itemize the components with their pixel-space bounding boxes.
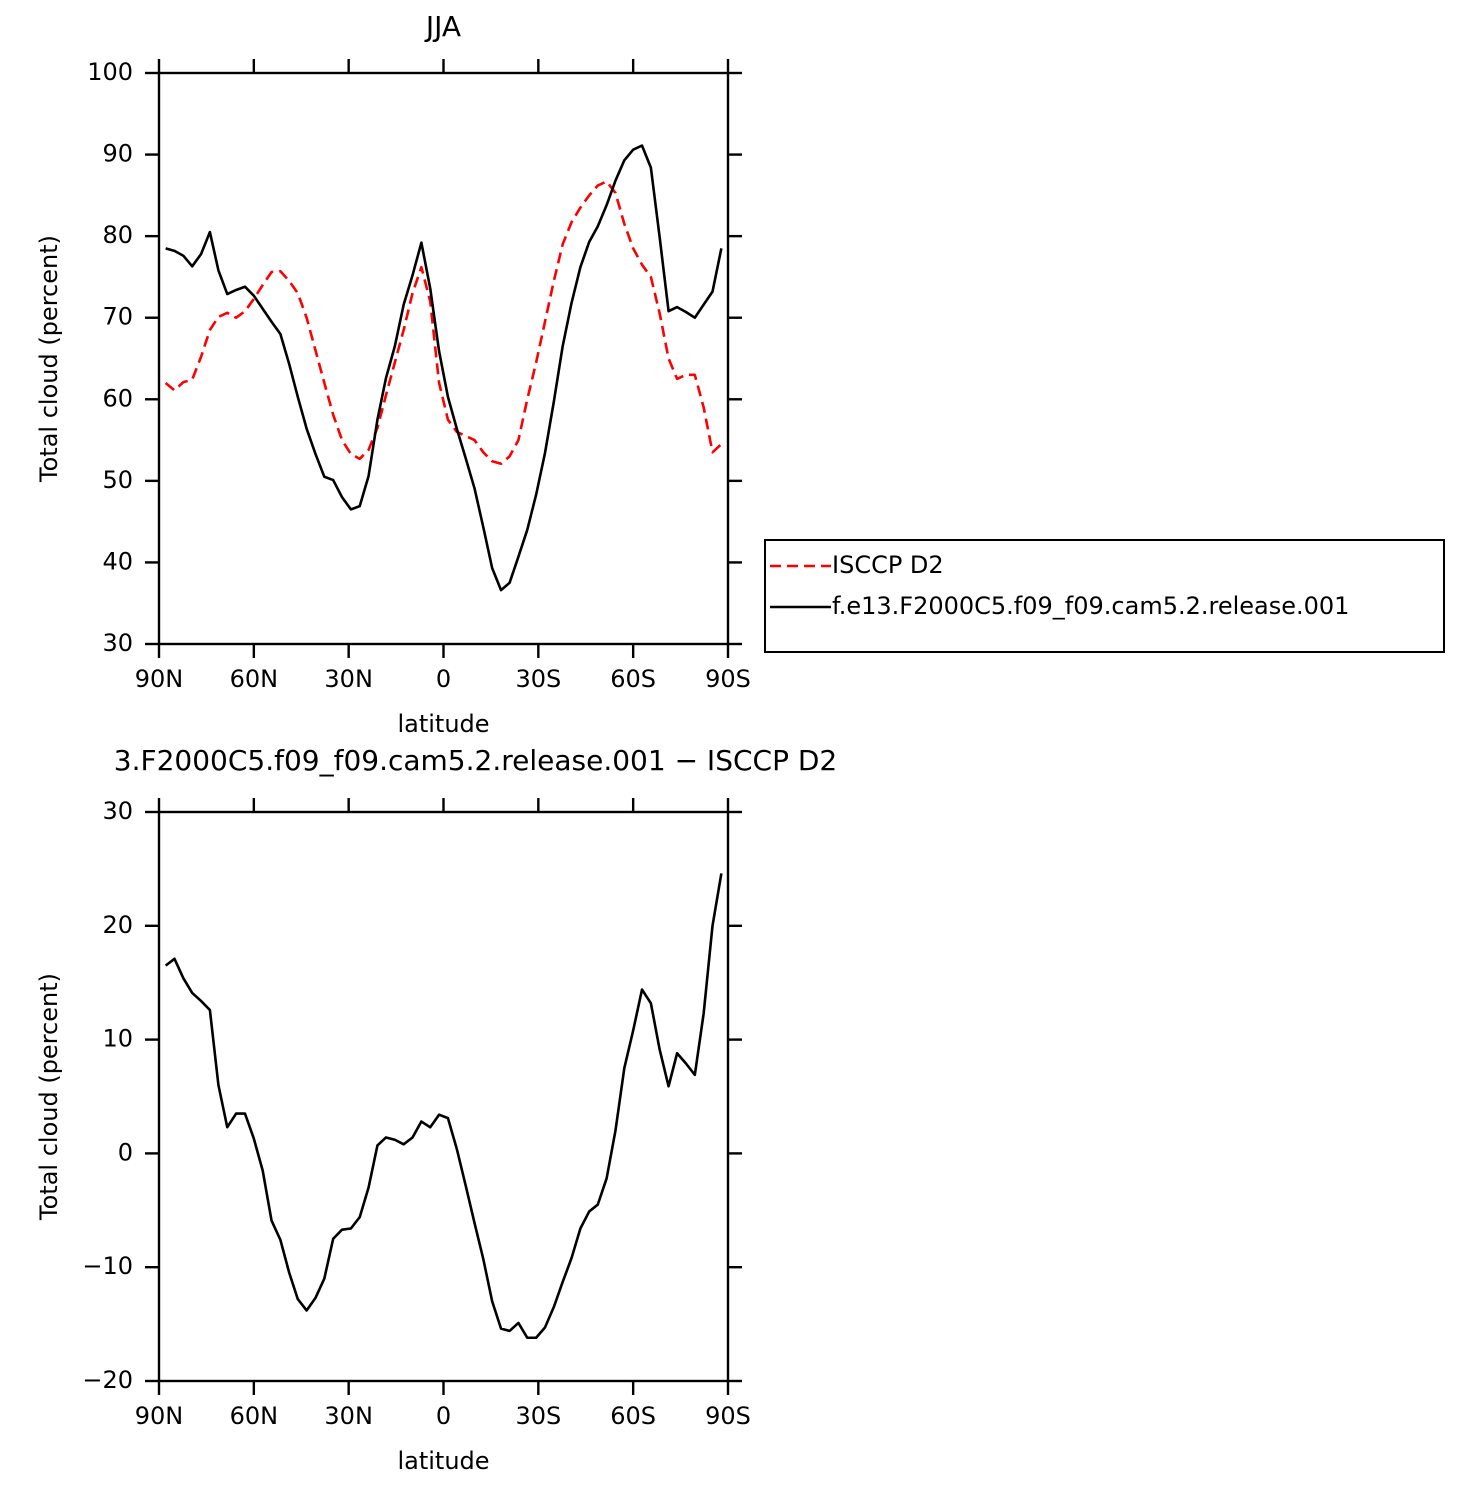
- y-axis-label: Total cloud (percent): [35, 973, 63, 1221]
- y-tick-label: 0: [118, 1138, 133, 1166]
- data-line: [165, 144, 723, 592]
- y-tick-label: 40: [102, 547, 133, 575]
- plot-frame: [157, 71, 730, 646]
- x-tick-label: 30S: [515, 665, 561, 693]
- legend-label: ISCCP D2: [832, 551, 944, 579]
- y-axis-label: Total cloud (percent): [35, 235, 63, 483]
- x-tick-label: 60S: [610, 1402, 656, 1430]
- y-tick-label: 30: [102, 629, 133, 657]
- x-tick-label: 90S: [705, 1402, 751, 1430]
- y-tick-label: −10: [82, 1252, 133, 1280]
- x-tick-label: 90N: [135, 665, 184, 693]
- x-tick-label: 90S: [705, 665, 751, 693]
- x-tick-label: 60S: [610, 665, 656, 693]
- y-tick-label: 90: [102, 140, 133, 168]
- data-line: [164, 180, 723, 466]
- legend-label: f.e13.F2000C5.f09_f09.cam5.2.release.001: [832, 592, 1349, 620]
- chart-title: JJA: [424, 10, 461, 43]
- x-tick-label: 30N: [324, 1402, 373, 1430]
- y-tick-label: 30: [102, 797, 133, 825]
- x-tick-label: 60N: [230, 665, 279, 693]
- x-tick-label: 0: [436, 1402, 451, 1430]
- x-axis-label: latitude: [397, 710, 489, 738]
- y-tick-label: 70: [102, 303, 133, 331]
- y-tick-label: 60: [102, 384, 133, 412]
- x-tick-label: 60N: [230, 1402, 279, 1430]
- y-tick-label: 100: [87, 58, 133, 86]
- y-tick-label: 20: [102, 911, 133, 939]
- y-tick-label: −20: [82, 1366, 133, 1394]
- y-tick-label: 80: [102, 221, 133, 249]
- x-tick-label: 30N: [324, 665, 373, 693]
- x-tick-label: 30S: [515, 1402, 561, 1430]
- x-axis-label: latitude: [397, 1447, 489, 1475]
- legend-box: [764, 539, 1445, 653]
- x-tick-label: 90N: [135, 1402, 184, 1430]
- y-tick-label: 50: [102, 466, 133, 494]
- data-line: [164, 873, 723, 1340]
- chart-title: 3.F2000C5.f09_f09.cam5.2.release.001 − I…: [114, 744, 837, 777]
- plot-frame: [157, 810, 730, 1383]
- x-tick-label: 0: [436, 665, 451, 693]
- y-tick-label: 10: [102, 1025, 133, 1053]
